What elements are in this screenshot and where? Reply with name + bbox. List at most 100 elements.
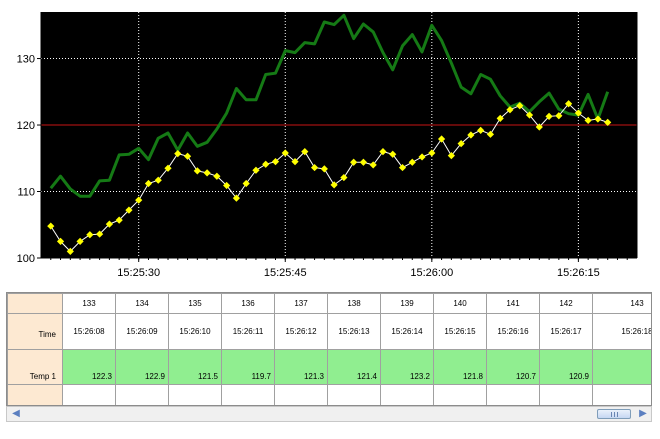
horizontal-scrollbar[interactable]: ◀ ▶: [6, 406, 652, 422]
thumb-grip: [614, 412, 615, 417]
table-cell[interactable]: 122.48: [168, 384, 222, 405]
x-tick-label: 15:26:00: [410, 267, 453, 279]
column-header[interactable]: 143: [592, 293, 651, 314]
data-point-marker: [96, 230, 104, 238]
data-point-marker: [486, 130, 495, 138]
data-point-marker: [320, 165, 328, 173]
data-point-marker: [47, 222, 55, 230]
data-point-marker: [340, 173, 348, 182]
thumb-grip: [617, 412, 618, 417]
data-point-marker: [174, 150, 182, 158]
data-point-marker: [310, 163, 319, 172]
x-tick-label: 15:26:15: [557, 267, 600, 279]
column-header[interactable]: 142: [539, 293, 593, 314]
table-cell[interactable]: 120.4: [592, 349, 651, 385]
table-cell[interactable]: 15:26:13: [327, 313, 381, 350]
data-point-marker: [359, 158, 368, 166]
table-cell[interactable]: 120.7: [486, 349, 540, 385]
y-tick-label: 100: [17, 253, 35, 265]
data-point-marker: [535, 123, 543, 131]
data-point-marker: [262, 160, 270, 168]
table-cell[interactable]: 122.9: [115, 349, 169, 385]
data-point-marker: [545, 112, 553, 120]
table-row: Time 15:26:08 15:26:09 15:26:10 15:26:11 15:2…: [7, 313, 651, 350]
table-cell[interactable]: 15:26:14: [380, 313, 434, 350]
data-point-marker: [193, 167, 201, 175]
table-cell[interactable]: 15:26:08: [62, 313, 116, 350]
table-cell[interactable]: 15:26:11: [221, 313, 275, 350]
table-cell[interactable]: 122.76: [62, 384, 116, 405]
table-corner-cell: [7, 293, 63, 314]
left-arrow-icon[interactable]: ◀: [12, 408, 20, 419]
data-point-marker: [389, 150, 397, 158]
column-header[interactable]: 136: [221, 293, 275, 314]
column-header[interactable]: 141: [486, 293, 540, 314]
row-label: Temp 1: [7, 349, 63, 385]
data-point-marker: [213, 172, 221, 180]
right-arrow-icon[interactable]: ▶: [639, 408, 647, 419]
row-label: Temp 2: [7, 384, 63, 405]
data-point-marker: [125, 206, 133, 214]
table-header-row: 133 134 135 136 137 138 139 140 141 142 143: [7, 293, 651, 314]
data-point-marker: [252, 166, 260, 174]
table-cell[interactable]: 121.40: [380, 384, 434, 405]
data-point-marker: [379, 148, 387, 156]
table-cell[interactable]: 121.3: [274, 349, 328, 385]
data-point-marker: [203, 169, 211, 177]
table-cell[interactable]: 123.2: [380, 349, 434, 385]
column-header[interactable]: 138: [327, 293, 381, 314]
table-cell[interactable]: 121.8: [433, 349, 487, 385]
data-point-marker: [437, 135, 446, 143]
table-cell[interactable]: 121.4: [327, 349, 381, 385]
data-point-marker: [291, 157, 299, 166]
table-row: Temp 2122.76122.98122.48123.75124.87122.…: [7, 384, 651, 405]
table-cell[interactable]: 121.5: [168, 349, 222, 385]
data-point-marker: [350, 158, 358, 166]
table-cell[interactable]: 121.80: [433, 384, 487, 405]
data-point-marker: [506, 106, 514, 114]
table-cell[interactable]: 122.3: [62, 349, 116, 385]
table-cell[interactable]: 120.9: [539, 349, 593, 385]
column-header[interactable]: 133: [62, 293, 116, 314]
column-header[interactable]: 135: [168, 293, 222, 314]
column-header[interactable]: 137: [274, 293, 328, 314]
column-header[interactable]: 134: [115, 293, 169, 314]
data-point-marker: [301, 148, 309, 156]
data-point-marker: [183, 152, 192, 160]
data-point-marker: [115, 216, 123, 224]
scrollbar-thumb[interactable]: [597, 409, 631, 419]
x-tick-label: 15:25:30: [117, 267, 160, 279]
table-cell[interactable]: 15:26:09: [115, 313, 169, 350]
data-point-marker: [369, 161, 377, 169]
column-header[interactable]: 140: [433, 293, 487, 314]
column-header[interactable]: 139: [380, 293, 434, 314]
table-cell[interactable]: 119.7: [221, 349, 275, 385]
data-table: 133 134 135 136 137 138 139 140 141 142 143 Time 15:…: [7, 293, 651, 405]
table-cell[interactable]: 15:26:17: [539, 313, 593, 350]
table-cell[interactable]: 122.98: [115, 384, 169, 405]
data-point-marker: [525, 111, 534, 119]
data-point-marker: [135, 196, 143, 204]
x-tick-label: 15:25:45: [264, 267, 307, 279]
data-point-marker: [467, 131, 475, 139]
series-layer: [47, 13, 612, 255]
table-cell[interactable]: 15:26:10: [168, 313, 222, 350]
table-cell[interactable]: 122.56: [327, 384, 381, 405]
data-grid[interactable]: 133 134 135 136 137 138 139 140 141 142 143 Time 15:…: [6, 292, 652, 406]
table-cell[interactable]: 124.87: [274, 384, 328, 405]
table-cell[interactable]: 124.67: [486, 384, 540, 405]
table-cell[interactable]: 125.05: [592, 384, 651, 405]
data-point-marker: [66, 247, 74, 255]
table-cell[interactable]: 15:26:18: [592, 313, 651, 350]
table-cell[interactable]: 121.08: [539, 384, 593, 405]
y-tick-label: 130: [17, 54, 35, 66]
data-point-marker: [555, 112, 563, 120]
table-cell[interactable]: 15:26:16: [486, 313, 540, 350]
table-cell[interactable]: 15:26:15: [433, 313, 487, 350]
y-tick-label: 120: [17, 120, 35, 132]
table-cell[interactable]: 123.75: [221, 384, 275, 405]
table-cell[interactable]: 15:26:12: [274, 313, 328, 350]
data-point-marker: [447, 152, 455, 160]
data-point-marker: [154, 176, 162, 184]
y-tick-label: 110: [17, 187, 35, 199]
